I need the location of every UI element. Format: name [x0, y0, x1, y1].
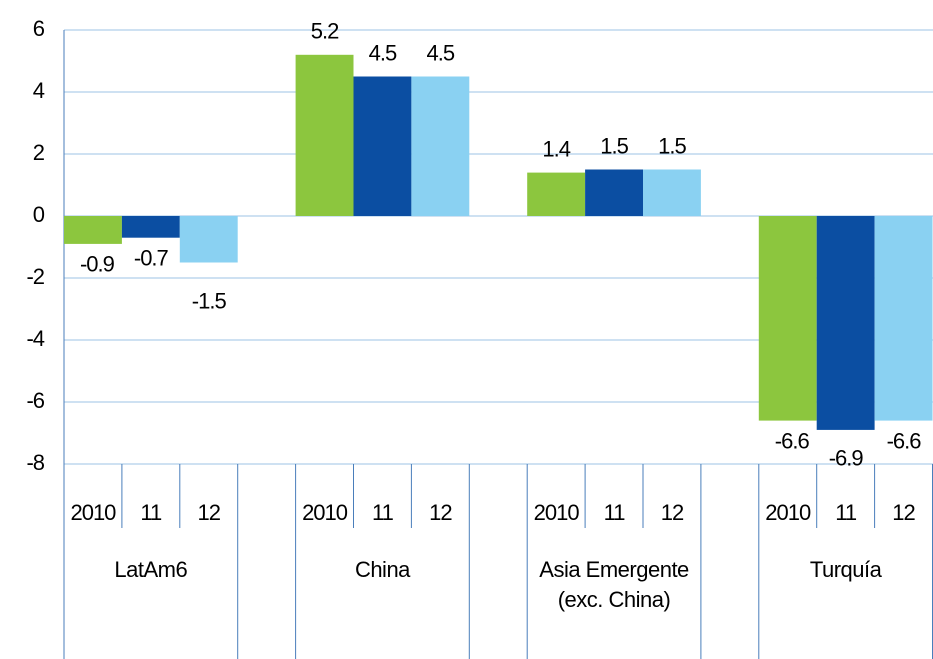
sub-category-label: 2010: [765, 500, 811, 525]
bar: [585, 169, 643, 216]
bar: [643, 169, 701, 216]
sub-category-label: 11: [372, 500, 394, 525]
data-label: -6.6: [775, 428, 810, 453]
sub-category-label: 12: [661, 500, 684, 525]
sub-category-label: 2010: [70, 500, 116, 525]
bar: [874, 216, 933, 421]
bar: [179, 216, 238, 263]
data-label: -0.9: [80, 252, 115, 277]
data-label: 1.4: [542, 136, 570, 161]
bar: [64, 216, 122, 244]
y-tick-label: -8: [26, 450, 44, 475]
bar: [411, 76, 470, 216]
sub-category-label: 11: [835, 500, 857, 525]
data-label: -6.6: [887, 428, 922, 453]
group-label: Asia Emergente (exc. China): [539, 557, 689, 612]
bar: [295, 54, 354, 216]
data-label: 5.2: [311, 19, 339, 44]
group-label: LatAm6: [114, 557, 188, 582]
group-label: China: [354, 557, 410, 582]
sub-category-label: 2010: [534, 500, 580, 525]
sub-category-label: 12: [198, 500, 221, 525]
sub-category-label: 12: [892, 500, 915, 525]
y-tick-label: 0: [33, 202, 45, 227]
sub-category-label: 2010: [302, 500, 348, 525]
y-tick-label: 2: [33, 140, 45, 165]
y-tick-label: -4: [26, 326, 44, 351]
y-tick-label: -6: [26, 388, 44, 413]
data-label: 4.5: [427, 40, 455, 65]
data-label: -0.7: [134, 246, 169, 271]
sub-category-label: 12: [429, 500, 452, 525]
bar: [353, 76, 412, 216]
y-tick-label: 4: [33, 78, 45, 103]
bar: [527, 172, 586, 216]
bar: [816, 216, 875, 430]
bar: [758, 216, 817, 421]
sub-category-label: 11: [604, 500, 626, 525]
bar: [121, 216, 180, 238]
group-label: Turquía: [809, 557, 882, 582]
data-label: 1.5: [600, 133, 628, 158]
data-label: -6.9: [829, 446, 864, 471]
y-tick-label: 6: [33, 16, 45, 41]
data-label: -1.5: [192, 288, 227, 313]
y-tick-label: -2: [26, 264, 44, 289]
data-label: 4.5: [369, 40, 397, 65]
sub-category-label: 11: [140, 500, 162, 525]
data-label: 1.5: [658, 133, 686, 158]
